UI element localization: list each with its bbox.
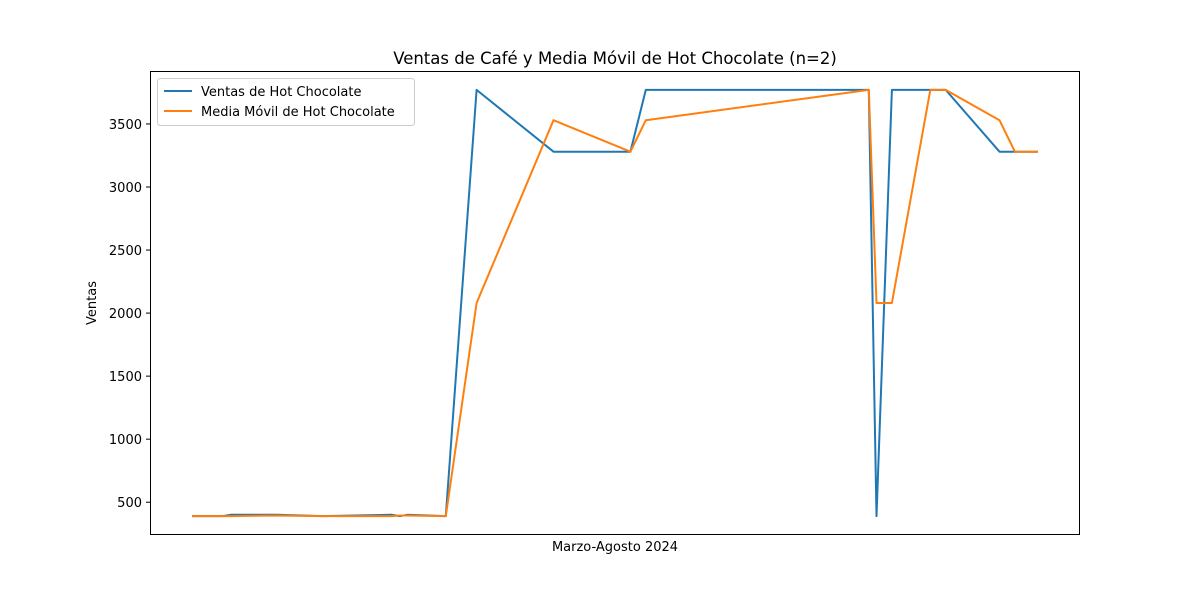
- y-axis-label: Ventas: [85, 281, 100, 325]
- chart-title: Ventas de Café y Media Móvil de Hot Choc…: [393, 49, 837, 68]
- y-tick-label: 500: [117, 496, 142, 511]
- x-axis-label: Marzo-Agosto 2024: [552, 540, 678, 555]
- plot-area: 500 1000 1500 2000 2500 3000 3500: [109, 71, 1080, 535]
- y-axis-ticks: 500 1000 1500 2000 2500 3000 3500: [109, 118, 150, 511]
- series-line-1: [192, 88, 1038, 518]
- series-lines: [192, 88, 1038, 518]
- legend-box: [157, 78, 415, 126]
- y-tick-label: 2000: [109, 307, 142, 322]
- legend: Ventas de Hot Chocolate Media Móvil de H…: [157, 78, 415, 126]
- y-tick-label: 3500: [109, 118, 142, 133]
- plot-frame: [150, 71, 1080, 535]
- y-tick-label: 2500: [109, 244, 142, 259]
- y-tick-label: 1500: [109, 370, 142, 385]
- y-tick-label: 3000: [109, 181, 142, 196]
- legend-label-hot-chocolate: Ventas de Hot Chocolate: [201, 85, 361, 100]
- y-tick-label: 1000: [109, 433, 142, 448]
- legend-label-moving-average: Media Móvil de Hot Chocolate: [201, 105, 395, 120]
